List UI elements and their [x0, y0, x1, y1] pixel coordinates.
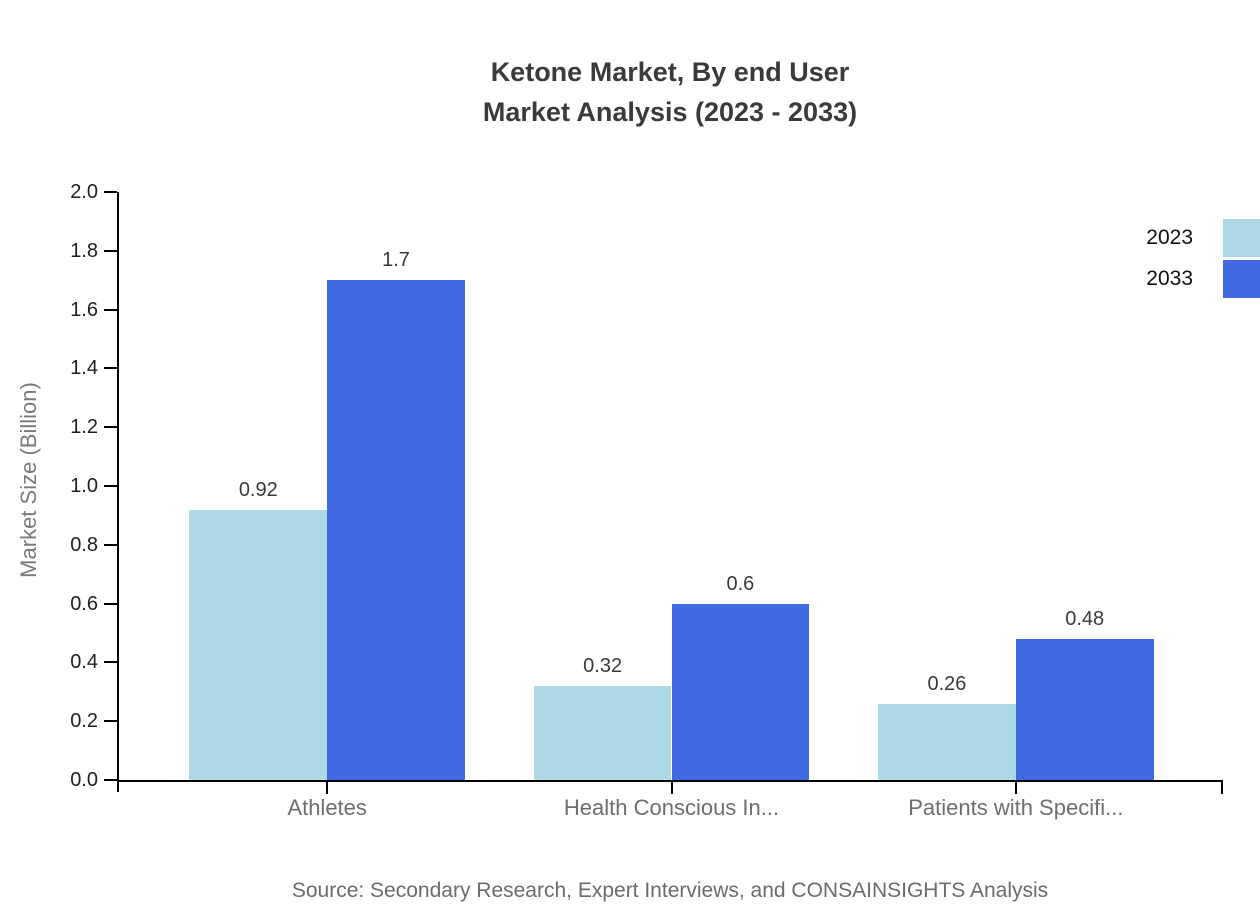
y-tick	[104, 779, 117, 781]
x-axis-end-tick	[1221, 782, 1223, 794]
bar-2033-0	[327, 280, 465, 780]
x-tick-0	[326, 782, 329, 794]
bar-2033-2	[1015, 638, 1154, 780]
legend-swatch-2033	[1223, 260, 1260, 298]
bar-2033-1	[671, 603, 810, 780]
bar-2023-2	[878, 703, 1016, 780]
plot-area: 0.0 0.2 0.4 0.6 0.8 1.0 1.2 1.4 1.6 1.8 2.0 Athlete…	[70, 181, 1223, 820]
y-tick-label: 1.4	[70, 357, 98, 380]
chart-title-line2: Market Analysis (2023 - 2033)	[482, 97, 858, 127]
bar-2023-1	[533, 685, 672, 780]
legend-row-2023: 2023	[1146, 219, 1260, 257]
bar-value-label-2023-2: 0.26	[927, 672, 967, 695]
x-category-label-2: Patients with Specifi...	[908, 795, 1124, 820]
x-tick-1	[670, 782, 673, 794]
x-category-label-1: Health Conscious In...	[563, 795, 780, 820]
y-tick	[104, 249, 117, 252]
y-tick-label: 1.2	[70, 416, 98, 439]
y-tick-label: 2.0	[70, 181, 98, 203]
y-tick	[104, 191, 117, 193]
y-tick-label: 0.2	[70, 710, 98, 733]
y-tick-label: 0.4	[70, 651, 98, 674]
y-tick-label: 1.0	[70, 475, 98, 497]
y-tick	[104, 485, 117, 487]
y-tick-label: 0.0	[70, 769, 98, 791]
bar-value-label-2033-1: 0.6	[726, 572, 755, 595]
y-tick	[104, 426, 117, 429]
legend-row-2033: 2033	[1146, 260, 1260, 298]
y-tick	[104, 367, 117, 370]
bar-value-label-2023-1: 0.32	[583, 654, 623, 677]
x-tick-2	[1014, 782, 1017, 794]
y-tick-label: 0.6	[70, 592, 98, 615]
chart-title: Ketone Market, By end User Market Analys…	[80, 52, 1260, 132]
y-tick-label: 1.6	[70, 298, 98, 321]
legend: 2023 2033	[1146, 219, 1260, 301]
y-axis-line	[117, 192, 119, 792]
y-tick-label: 1.8	[70, 239, 98, 262]
x-category-label-0: Athletes	[287, 795, 367, 820]
bar-value-label-2033-2: 0.48	[1065, 607, 1105, 630]
legend-label-2033: 2033	[1146, 267, 1193, 290]
y-tick	[104, 602, 117, 605]
source-attribution: Source: Secondary Research, Expert Inter…	[291, 879, 1049, 902]
bar-value-label-2033-0: 1.7	[382, 249, 410, 272]
chart-title-line1: Ketone Market, By end User	[490, 57, 850, 87]
y-tick	[104, 543, 117, 546]
bar-2023-0	[189, 509, 328, 780]
y-tick	[104, 720, 117, 723]
y-tick	[104, 661, 117, 664]
legend-swatch-2023	[1223, 219, 1260, 257]
y-tick-label: 0.8	[70, 533, 98, 556]
bar-value-label-2023-0: 0.92	[238, 478, 278, 501]
legend-label-2023: 2023	[1146, 226, 1193, 249]
x-axis-line	[117, 780, 1223, 782]
y-tick	[104, 308, 117, 311]
